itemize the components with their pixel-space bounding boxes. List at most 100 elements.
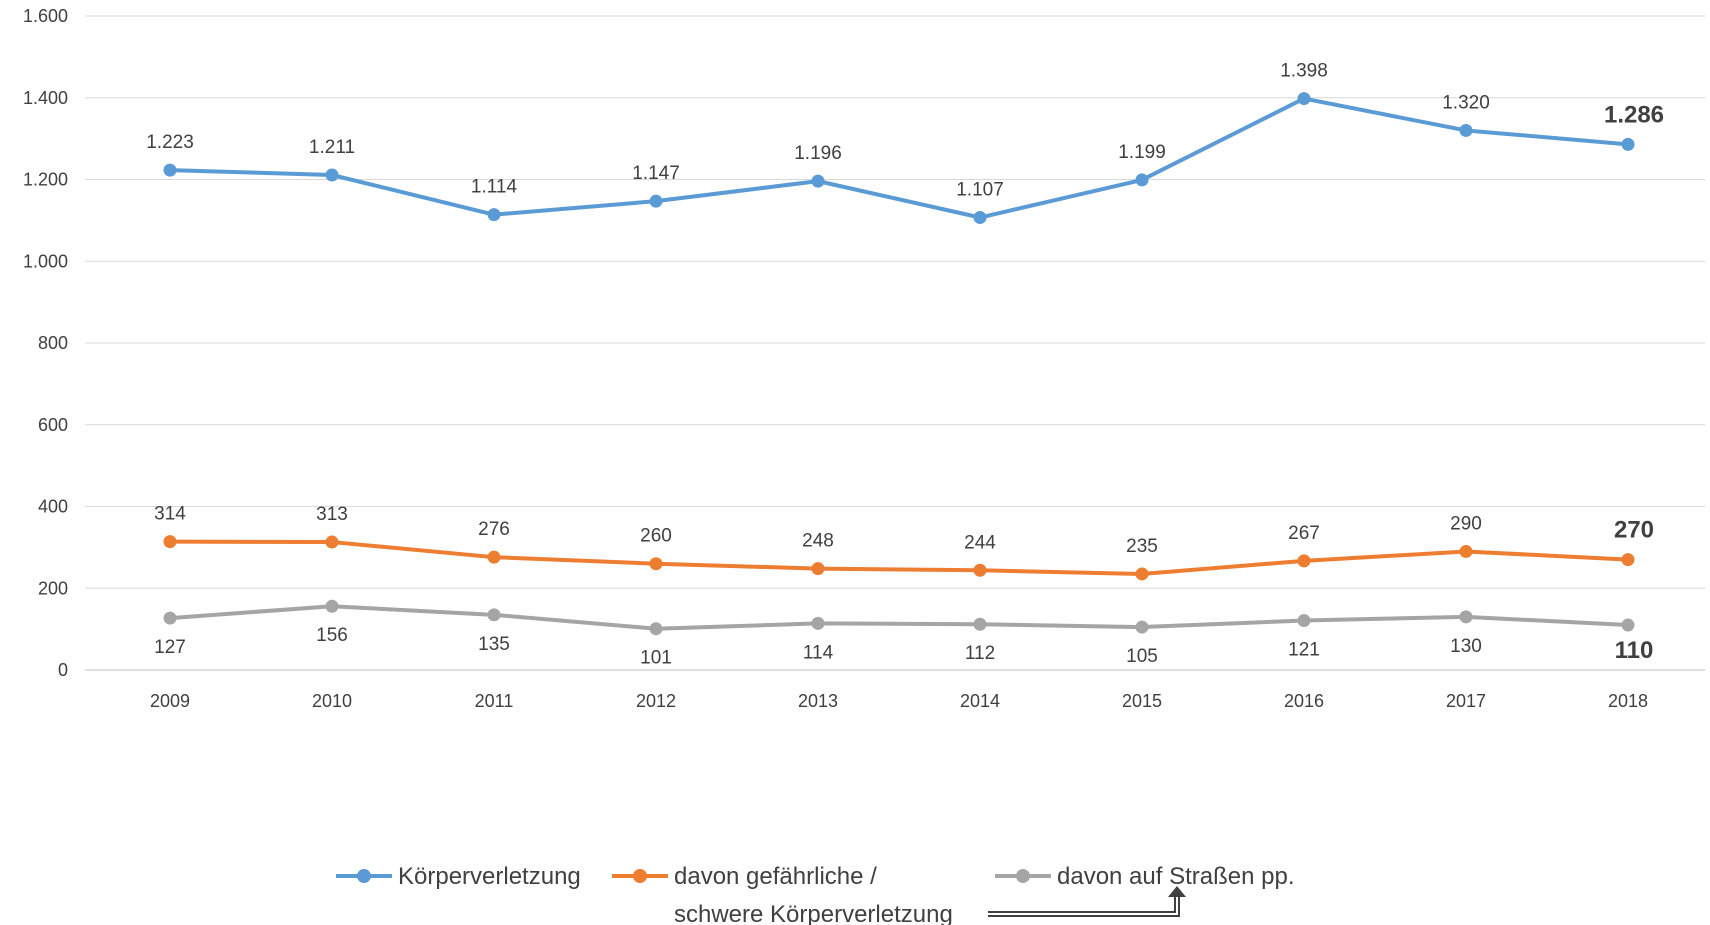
data-point: [1135, 620, 1149, 634]
x-tick-label: 2011: [475, 691, 514, 711]
data-label: 1.211: [309, 137, 355, 158]
data-label: 1.320: [1442, 92, 1490, 113]
data-label: 105: [1126, 646, 1158, 667]
data-point: [163, 611, 177, 625]
data-label: 127: [154, 637, 186, 658]
data-point: [649, 194, 663, 208]
data-label: 290: [1450, 513, 1482, 534]
data-label: 248: [802, 531, 834, 552]
y-tick-label: 200: [38, 578, 68, 598]
data-label: 156: [316, 625, 348, 646]
legend-label: Körperverletzung: [398, 863, 581, 890]
series-line: [168, 604, 1630, 631]
data-point: [649, 622, 663, 636]
legend-marker: [633, 869, 647, 883]
data-label: 1.107: [956, 180, 1004, 201]
legend-label: davon auf Straßen pp.: [1057, 863, 1295, 890]
y-tick-label: 400: [38, 497, 68, 517]
data-label: 112: [965, 643, 995, 664]
y-axis-tick-labels: 0 200 400 600 800 1.000 1.200 1.400 1.600: [23, 6, 68, 680]
y-tick-label: 1.400: [23, 88, 68, 108]
data-point: [487, 208, 501, 222]
series-lines: [163, 92, 1635, 636]
data-point: [163, 163, 177, 177]
data-point: [649, 557, 663, 571]
data-point: [973, 617, 987, 631]
y-tick-label: 0: [58, 660, 68, 680]
x-tick-label: 2017: [1446, 691, 1486, 711]
legend-connector-arrow: [988, 886, 1186, 917]
y-tick-label: 600: [38, 415, 68, 435]
legend-marker: [357, 869, 371, 883]
data-label: 1.114: [471, 177, 518, 198]
legend-marker: [1016, 869, 1030, 883]
data-point: [1135, 173, 1149, 187]
series-line: [168, 96, 1630, 220]
data-point: [1459, 544, 1473, 558]
y-tick-label: 1.200: [23, 170, 68, 190]
data-label: 135: [478, 634, 510, 655]
data-point: [487, 550, 501, 564]
data-point: [1297, 92, 1311, 106]
data-label: 314: [154, 504, 186, 525]
data-label: 1.286: [1604, 101, 1664, 128]
x-tick-label: 2014: [960, 691, 1000, 711]
data-point: [1621, 553, 1635, 567]
legend-label: davon gefährliche /: [674, 863, 877, 890]
data-point: [811, 562, 825, 576]
x-tick-label: 2016: [1284, 691, 1324, 711]
data-label: 1.223: [146, 132, 194, 153]
data-point: [325, 599, 339, 613]
data-label: 114: [803, 642, 834, 663]
data-point: [1297, 554, 1311, 568]
data-label: 276: [478, 519, 510, 540]
data-label: 110: [1615, 637, 1654, 664]
data-labels: 1.223 1.211 1.114 1.147 1.196 1.107 1.199 1.398…: [146, 61, 1664, 669]
x-tick-label: 2012: [636, 691, 676, 711]
data-label: 260: [640, 526, 672, 547]
legend-label: schwere Körperverletzung: [674, 901, 953, 925]
y-tick-label: 1.600: [23, 6, 68, 26]
data-label: 1.147: [632, 163, 680, 184]
legend-item: Körperverletzung: [336, 863, 581, 890]
data-label: 267: [1288, 523, 1320, 544]
x-tick-label: 2013: [798, 691, 838, 711]
x-tick-label: 2009: [150, 691, 190, 711]
data-point: [487, 608, 501, 622]
legend-item: davon gefährliche / schwere Körperverletz…: [612, 863, 953, 925]
data-point: [1621, 137, 1635, 151]
data-label: 313: [316, 504, 348, 525]
data-point: [1621, 618, 1635, 632]
data-point: [973, 563, 987, 577]
data-label: 101: [640, 648, 672, 669]
legend: Körperverletzung davon gefährliche / schwe…: [336, 863, 1295, 925]
data-label: 235: [1126, 536, 1158, 557]
y-tick-label: 800: [38, 333, 68, 353]
data-point: [973, 211, 987, 225]
series-line: [168, 539, 1630, 576]
data-point: [811, 174, 825, 188]
data-point: [163, 535, 177, 549]
data-label: 1.398: [1280, 61, 1328, 82]
x-tick-label: 2015: [1122, 691, 1162, 711]
data-point: [1297, 614, 1311, 628]
data-label: 121: [1288, 640, 1320, 661]
data-point: [811, 616, 825, 630]
y-tick-label: 1.000: [23, 251, 68, 271]
data-label: 1.199: [1118, 142, 1166, 163]
data-point: [325, 535, 339, 549]
data-point: [1459, 610, 1473, 624]
gridlines: [85, 15, 1705, 671]
data-label: 130: [1450, 636, 1482, 657]
x-tick-label: 2018: [1608, 691, 1648, 711]
data-label: 1.196: [794, 143, 842, 164]
legend-item: davon auf Straßen pp.: [995, 863, 1295, 890]
data-label: 270: [1614, 517, 1654, 544]
x-tick-label: 2010: [312, 691, 352, 711]
data-point: [1459, 123, 1473, 137]
x-axis-tick-labels: 2009 2010 2011 2012 2013 2014 2015 2016 2017 2018: [150, 691, 1648, 711]
data-point: [1135, 567, 1149, 581]
data-point: [325, 168, 339, 182]
data-label: 244: [964, 532, 996, 553]
